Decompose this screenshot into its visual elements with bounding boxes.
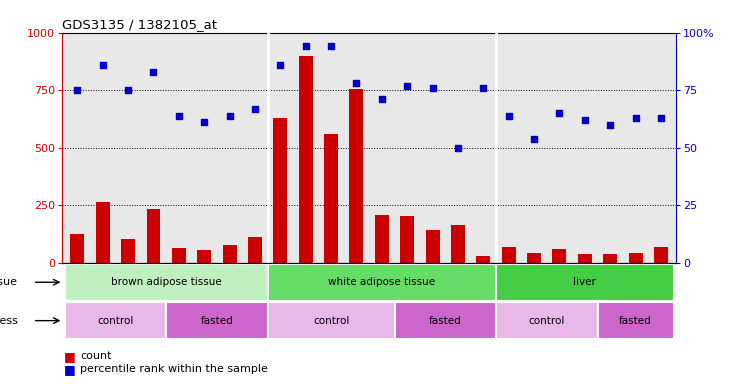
Point: [224, 113, 235, 119]
Bar: [223, 245, 237, 263]
Bar: [577, 254, 592, 263]
Bar: [401, 216, 414, 263]
Bar: [268, 302, 395, 339]
Bar: [64, 264, 268, 301]
Text: tissue: tissue: [0, 277, 18, 287]
Point: [529, 136, 540, 142]
Point: [325, 43, 337, 50]
Bar: [553, 249, 567, 263]
Bar: [146, 209, 161, 263]
Bar: [477, 256, 491, 263]
Bar: [273, 118, 287, 263]
Point: [427, 85, 439, 91]
Bar: [395, 302, 496, 339]
Text: GDS3135 / 1382105_at: GDS3135 / 1382105_at: [62, 18, 217, 31]
Point: [300, 43, 311, 50]
Point: [605, 122, 616, 128]
Point: [72, 87, 83, 93]
Text: brown adipose tissue: brown adipose tissue: [111, 277, 221, 287]
Text: fasted: fasted: [619, 316, 652, 326]
Bar: [70, 234, 84, 263]
Point: [477, 85, 489, 91]
Point: [122, 87, 134, 93]
Point: [275, 62, 287, 68]
Point: [579, 117, 591, 123]
Bar: [654, 247, 668, 263]
Point: [249, 106, 261, 112]
Point: [97, 62, 109, 68]
Bar: [597, 302, 674, 339]
Bar: [248, 237, 262, 263]
Bar: [496, 264, 674, 301]
Bar: [64, 302, 166, 339]
Bar: [268, 264, 496, 301]
Bar: [501, 247, 515, 263]
Bar: [96, 202, 110, 263]
Bar: [172, 248, 186, 263]
Bar: [496, 302, 597, 339]
Bar: [451, 225, 465, 263]
Text: control: control: [97, 316, 134, 326]
Point: [376, 96, 387, 103]
Point: [629, 115, 641, 121]
Point: [173, 113, 185, 119]
Bar: [299, 56, 313, 263]
Point: [401, 83, 413, 89]
Bar: [197, 250, 211, 263]
Text: liver: liver: [573, 277, 596, 287]
Bar: [375, 215, 389, 263]
Bar: [166, 302, 268, 339]
Text: control: control: [313, 316, 349, 326]
Point: [198, 119, 210, 126]
Point: [553, 110, 565, 116]
Text: ■: ■: [64, 363, 75, 376]
Bar: [121, 239, 135, 263]
Text: stress: stress: [0, 316, 18, 326]
Text: percentile rank within the sample: percentile rank within the sample: [80, 364, 268, 374]
Point: [452, 145, 463, 151]
Bar: [603, 254, 617, 263]
Point: [351, 80, 363, 86]
Point: [148, 69, 159, 75]
Bar: [324, 134, 338, 263]
Point: [503, 113, 515, 119]
Point: [655, 115, 667, 121]
Text: white adipose tissue: white adipose tissue: [328, 277, 436, 287]
Bar: [629, 253, 643, 263]
Text: fasted: fasted: [429, 316, 462, 326]
Text: control: control: [529, 316, 565, 326]
Bar: [527, 253, 541, 263]
Bar: [425, 230, 439, 263]
Bar: [349, 89, 363, 263]
Text: fasted: fasted: [200, 316, 233, 326]
Text: ■: ■: [64, 350, 75, 363]
Text: count: count: [80, 351, 112, 361]
